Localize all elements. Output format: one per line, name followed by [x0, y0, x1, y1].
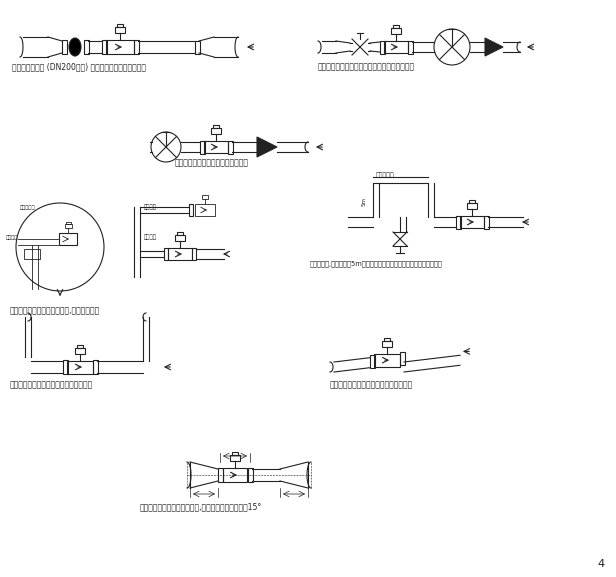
- Text: 阀下管道: 阀下管道: [6, 235, 18, 240]
- Bar: [189, 204, 193, 216]
- Bar: [175, 235, 185, 241]
- Bar: [469, 200, 475, 203]
- Bar: [400, 352, 405, 365]
- Bar: [75, 347, 85, 354]
- Text: 在大口径流量计 (DN200以上) 安装管线上要加接弹性管件: 在大口径流量计 (DN200以上) 安装管线上要加接弹性管件: [12, 62, 146, 71]
- Bar: [374, 354, 400, 366]
- Bar: [204, 141, 228, 153]
- Bar: [115, 27, 125, 33]
- Bar: [455, 215, 461, 228]
- Text: 为避免夹附气体引起测量误差,流量计的安装: 为避免夹附气体引起测量误差,流量计的安装: [10, 306, 100, 315]
- Text: 为防止真空,落差管超过5m长时要在流量计下流最高位置上装自动排气阀: 为防止真空,落差管超过5m长时要在流量计下流最高位置上装自动排气阀: [310, 260, 443, 267]
- Bar: [223, 468, 247, 482]
- Bar: [62, 40, 67, 54]
- Bar: [92, 360, 97, 374]
- Bar: [117, 24, 123, 27]
- Bar: [202, 195, 208, 199]
- Text: 合理位置: 合理位置: [144, 234, 157, 240]
- Bar: [192, 248, 196, 260]
- Bar: [384, 41, 408, 53]
- Bar: [382, 340, 392, 347]
- Bar: [227, 141, 232, 153]
- Bar: [102, 40, 107, 54]
- Bar: [200, 141, 205, 153]
- Text: 管道最高点: 管道最高点: [20, 205, 36, 210]
- Bar: [66, 222, 71, 224]
- Text: 为防止真空，流量计应装在泵的后面: 为防止真空，流量计应装在泵的后面: [175, 158, 249, 167]
- Bar: [460, 216, 484, 228]
- Text: 长管线上控制阀和切断阀要安装在流量计的下游: 长管线上控制阀和切断阀要安装在流量计的下游: [318, 62, 415, 71]
- Text: 敞口潜入或排放流量计安装在管道低段区: 敞口潜入或排放流量计安装在管道低段区: [10, 380, 93, 389]
- Bar: [211, 128, 221, 134]
- Text: 自动排气孔: 自动排气孔: [376, 173, 395, 178]
- Bar: [106, 40, 134, 54]
- Bar: [168, 248, 192, 260]
- Bar: [67, 361, 93, 373]
- Bar: [177, 232, 183, 235]
- Bar: [393, 25, 399, 28]
- Bar: [484, 215, 488, 228]
- Bar: [379, 40, 384, 54]
- Bar: [84, 40, 89, 54]
- Polygon shape: [485, 38, 503, 56]
- Bar: [213, 125, 219, 128]
- Text: 流量计上下游管道为异经管时,异经管中心锥角应小于15°: 流量计上下游管道为异经管时,异经管中心锥角应小于15°: [140, 502, 262, 511]
- Bar: [164, 248, 168, 260]
- Text: 5m: 5m: [362, 197, 367, 206]
- Bar: [467, 203, 477, 209]
- Ellipse shape: [69, 38, 81, 56]
- Bar: [230, 455, 240, 461]
- Bar: [217, 468, 222, 482]
- Bar: [65, 224, 72, 228]
- Text: 4: 4: [598, 559, 605, 569]
- Text: 最低位置: 最低位置: [144, 204, 157, 210]
- Bar: [62, 360, 68, 374]
- Bar: [232, 452, 238, 455]
- Bar: [384, 338, 390, 340]
- Polygon shape: [257, 137, 277, 157]
- Bar: [408, 40, 413, 54]
- Bar: [59, 233, 77, 245]
- Bar: [370, 355, 375, 369]
- Bar: [24, 249, 40, 259]
- Bar: [134, 40, 139, 54]
- Bar: [391, 28, 401, 34]
- Bar: [195, 40, 200, 54]
- Bar: [248, 468, 253, 482]
- Bar: [195, 204, 215, 216]
- Text: 水平管道流量计安装在稍稍向上的管道区: 水平管道流量计安装在稍稍向上的管道区: [330, 380, 413, 389]
- Bar: [77, 344, 83, 347]
